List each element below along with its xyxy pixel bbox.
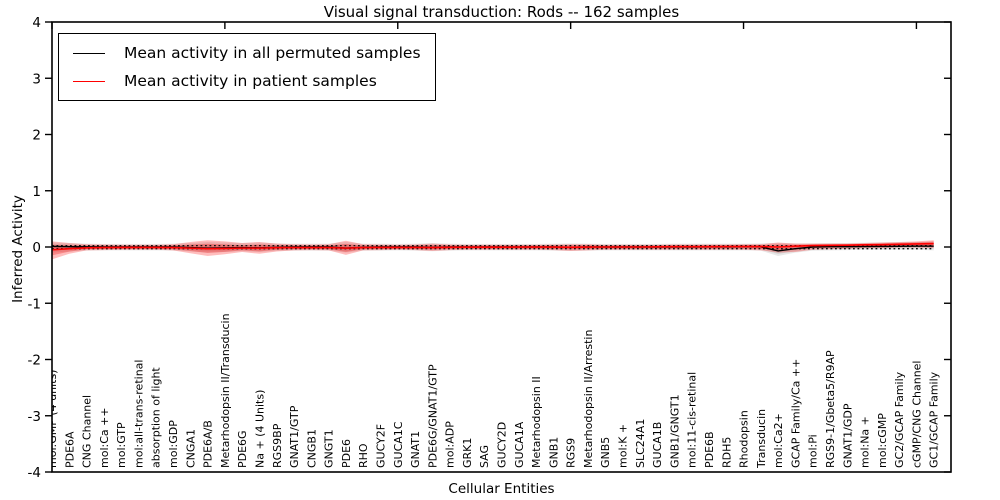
x-entity-label: GUCA1A (513, 421, 526, 468)
x-entity-label: GNB1 (547, 437, 560, 468)
x-entity-label: CNG Channel (81, 395, 94, 468)
legend-box: Mean activity in all permuted samples Me… (58, 33, 436, 101)
x-entity-label: absorption of light (150, 367, 163, 468)
x-entity-label: RGS9-1/Gbeta5/R9AP (824, 350, 837, 468)
x-entity-label: GNB5 (599, 437, 612, 468)
x-entity-label: mol:GTP (115, 422, 128, 468)
x-entity-label: GUCY2F (374, 424, 387, 468)
x-entity-label: mol:Na + (859, 416, 872, 468)
legend-line-sample-red (73, 80, 105, 82)
x-entity-label: PDE6 (340, 439, 353, 468)
legend-label: Mean activity in patient samples (124, 72, 377, 90)
x-entity-label: RGS9 (565, 438, 578, 468)
x-entity-label: mol:K + (617, 424, 630, 468)
x-entity-label: CNGB1 (305, 429, 318, 468)
permuted-band-outer (52, 241, 934, 256)
x-entity-label: Metarhodopsin II (530, 376, 543, 468)
x-entity-label: RHO (357, 443, 370, 468)
patient-band-outer (52, 240, 934, 260)
y-tick-label: -1 (28, 296, 41, 312)
x-entity-label: PDE6G/GNAT1/GTP (426, 364, 439, 468)
legend-label: Mean activity in all permuted samples (124, 44, 421, 62)
x-entity-label: mol:Ca2+ (772, 413, 785, 468)
x-entity-label: GNAT1/GDP (841, 403, 854, 468)
x-entity-label: GC2/GCAP Family (893, 371, 906, 468)
x-entity-label: RGS9BP (271, 423, 284, 468)
x-entity-label: GNAT1 (409, 431, 422, 468)
y-axis-label: Inferred Activity (10, 195, 26, 303)
patient-band-inner (52, 241, 934, 256)
y-tick-label: 1 (32, 184, 41, 200)
x-entity-label: GC1/GCAP Family (928, 371, 941, 468)
y-tick-label: -2 (28, 353, 41, 369)
y-tick-label: 3 (32, 71, 41, 87)
x-entity-label: mol:GMP (4 units) (46, 370, 59, 468)
x-entity-label: CNGA1 (184, 429, 197, 468)
y-tick-label: -4 (28, 465, 41, 481)
x-entity-label: GNB1/GNGT1 (668, 394, 681, 468)
x-entity-label: PDE6G (236, 430, 249, 468)
x-entity-label: mol:Pi (807, 434, 820, 468)
legend-line-sample-black (73, 52, 105, 54)
y-tick-label: 2 (32, 128, 41, 144)
legend-entry-permuted: Mean activity in all permuted samples (73, 39, 421, 67)
x-entity-label: mol:all-trans-retinal (132, 360, 145, 468)
x-entity-label: mol:ADP (444, 421, 457, 468)
x-entity-label: GUCA1B (651, 422, 664, 468)
x-entity-label: cGMP/CNG Channel (910, 361, 923, 469)
x-entity-label: mol:cGMP (876, 413, 889, 468)
y-tick-label: -3 (28, 409, 41, 425)
x-entity-label: PDE6A (63, 431, 76, 468)
x-entity-label: Transducin (755, 409, 768, 469)
x-entity-label: Rhodopsin (738, 410, 751, 468)
x-entity-label: SLC24A1 (634, 419, 647, 468)
x-entity-label: GNGT1 (323, 429, 336, 468)
x-entity-label: SAG (478, 445, 491, 468)
x-entity-label: PDE6B (703, 431, 716, 468)
x-entity-label: GRK1 (461, 438, 474, 468)
y-tick-label: 0 (32, 240, 41, 256)
x-entity-label: mol:GDP (167, 420, 180, 468)
chart-title: Visual signal transduction: Rods -- 162 … (323, 3, 680, 21)
x-entity-label: Na + (4 Units) (253, 390, 266, 468)
x-entity-label: Metarhodopsin II/Transducin (219, 313, 232, 468)
x-entity-label: GCAP Family/Ca ++ (789, 359, 802, 468)
patient-mean-line (52, 242, 934, 251)
x-entity-label: GNAT1/GTP (288, 405, 301, 468)
x-axis-label: Cellular Entities (448, 481, 555, 497)
x-entity-label: PDE6A/B (202, 420, 215, 468)
x-entity-label: RDH5 (720, 437, 733, 468)
legend-entry-patient: Mean activity in patient samples (73, 67, 421, 95)
x-entity-label: mol:Ca ++ (98, 407, 111, 468)
x-entity-label: GUCA1C (392, 421, 405, 468)
y-tick-label: 4 (32, 15, 41, 31)
x-entity-label: mol:11-cis-retinal (686, 372, 699, 468)
x-entity-label: Metarhodopsin II/Arrestin (582, 330, 595, 468)
x-entity-label: GUCY2D (496, 422, 509, 468)
